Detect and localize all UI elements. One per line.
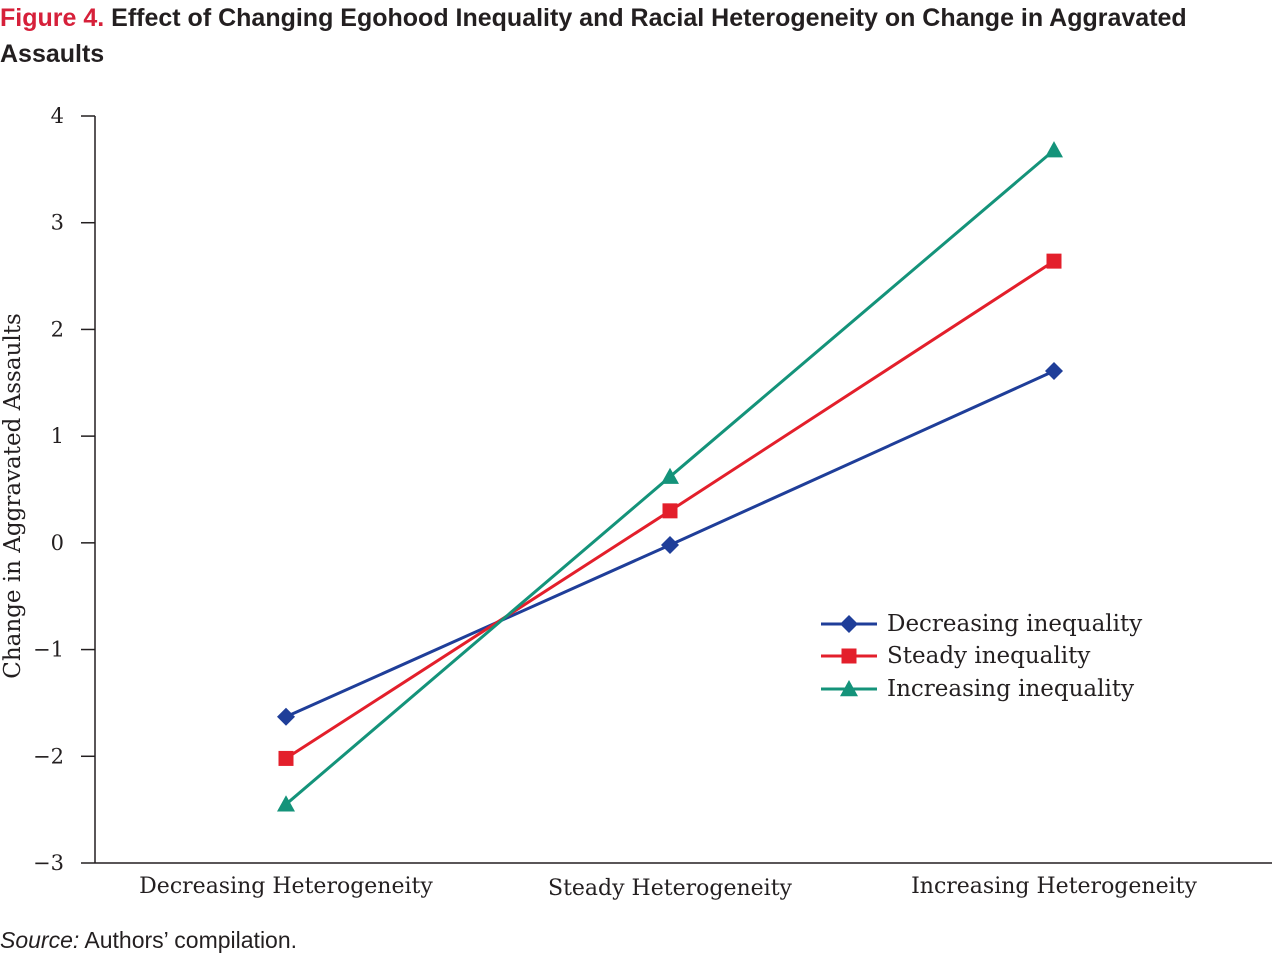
- legend-label: Steady inequality: [887, 643, 1090, 669]
- diamond-marker: [661, 535, 679, 554]
- legend-label: Increasing inequality: [887, 676, 1134, 702]
- y-tick-label: 1: [51, 424, 64, 448]
- square-marker: [1046, 253, 1062, 269]
- source-label: Source:: [0, 927, 80, 953]
- y-tick-label: 3: [51, 211, 64, 235]
- triangle-marker: [1045, 141, 1063, 158]
- figure-title: Figure 4. Effect of Changing Egohood Ine…: [0, 0, 1278, 72]
- y-tick-label: 0: [51, 531, 64, 555]
- x-tick-label: Decreasing Heterogeneity: [139, 874, 433, 899]
- x-tick-label: Increasing Heterogeneity: [911, 874, 1197, 899]
- y-tick-label: −1: [33, 638, 64, 662]
- triangle-marker: [661, 467, 679, 484]
- square-marker: [278, 750, 294, 766]
- y-axis-title: Change in Aggravated Assaults: [0, 313, 26, 679]
- diamond-marker: [277, 707, 295, 726]
- y-tick-label: −2: [33, 744, 64, 768]
- figure-label: Figure 4.: [0, 4, 105, 32]
- y-tick-label: 4: [51, 104, 64, 128]
- chart-legend: Decreasing inequality Steady inequality In…: [821, 611, 1142, 702]
- figure-title-text: Effect of Changing Egohood Inequality an…: [0, 4, 1187, 68]
- legend-item: Decreasing inequality: [821, 611, 1142, 637]
- diamond-marker: [840, 615, 858, 633]
- source-text: Authors’ compilation.: [84, 927, 298, 953]
- chart-series: [277, 141, 1063, 812]
- legend-item: Steady inequality: [821, 643, 1090, 669]
- square-marker: [662, 503, 678, 519]
- diamond-marker: [1045, 362, 1063, 381]
- series-steady-inequality: [278, 253, 1062, 766]
- x-tick-label: Steady Heterogeneity: [548, 876, 793, 901]
- series-decreasing-inequality: [277, 362, 1063, 726]
- legend-item: Increasing inequality: [821, 676, 1134, 702]
- y-tick-label: 2: [51, 317, 64, 341]
- series-increasing-inequality: [277, 141, 1063, 812]
- square-marker: [841, 648, 857, 664]
- triangle-marker: [840, 680, 858, 697]
- chart-axes: −3 −2 −1 0 1 2 3 4 Decreasing Heterogeneity Stead…: [33, 104, 1272, 901]
- legend-label: Decreasing inequality: [887, 611, 1142, 637]
- triangle-marker: [277, 795, 295, 812]
- source-note: Source: Authors’ compilation.: [0, 925, 297, 955]
- y-tick-label: −3: [33, 851, 64, 875]
